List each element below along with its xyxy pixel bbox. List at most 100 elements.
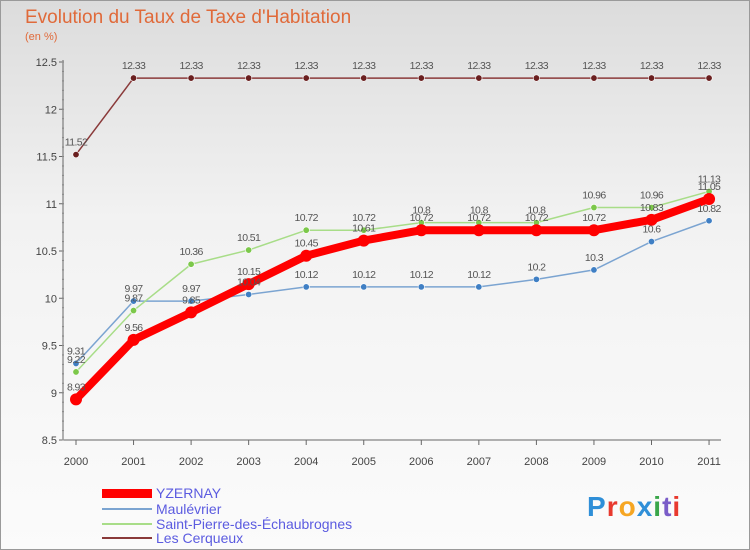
logo-letter: o [618,491,637,522]
data-label: 10.3 [585,252,604,264]
data-label: 10.96 [640,190,664,202]
data-label: 12.33 [295,60,319,72]
logo-letter: t [662,491,673,522]
data-label: 10.96 [582,190,606,202]
data-label: 10.12 [467,269,491,281]
data-point-1 [475,283,483,291]
data-label: 10.8 [412,205,431,217]
y-tick-label: 11 [46,199,57,211]
legend-label: Maulévrier [156,501,222,517]
data-point-1 [417,283,425,291]
data-point-3 [532,74,540,82]
data-point-3 [245,74,253,82]
data-point-3 [130,74,138,82]
data-label: 12.33 [237,60,261,72]
data-point-3 [590,74,598,82]
x-tick-label: 2009 [582,456,606,468]
data-point-2 [130,307,138,315]
data-point-2 [647,204,655,212]
data-point-3 [302,74,310,82]
legend-swatch [102,488,152,498]
data-point-1 [532,275,540,283]
data-label: 9.97 [182,283,201,295]
data-label: 10.8 [470,205,489,217]
data-label: 12.33 [582,60,606,72]
data-label: 10.12 [352,269,376,281]
data-point-1 [705,217,713,225]
x-tick-label: 2011 [697,456,721,468]
data-label: 12.33 [640,60,664,72]
data-label: 12.33 [410,60,434,72]
x-tick-label: 2006 [409,456,433,468]
data-label: 10.72 [352,212,376,224]
logo-letter: i [672,491,682,522]
chart-title: Evolution du Taux de Taxe d'Habitation [25,7,352,28]
data-label: 8.93 [67,381,86,393]
y-tick-label: 12 [45,104,57,116]
y-tick-label: 12.5 [36,57,57,69]
data-label: 9.85 [182,294,201,306]
data-point-2 [187,260,195,268]
series-line-2 [75,190,710,373]
logo-letter: r [606,491,619,522]
data-point-0 [357,234,370,247]
proxiti-logo: Proxiti [587,491,681,523]
legend-swatch [102,523,152,525]
x-tick-label: 2000 [64,456,88,468]
x-tick-label: 2005 [352,456,376,468]
data-label: 12.33 [352,60,376,72]
data-label: 9.31 [67,345,86,357]
data-label: 12.33 [179,60,203,72]
data-label: 10.8 [527,205,546,217]
data-point-0 [472,224,485,237]
series-line-3 [75,77,710,156]
data-point-2 [245,246,253,254]
data-point-3 [187,74,195,82]
data-point-0 [127,333,140,346]
y-tick-label: 9 [51,388,57,400]
data-point-1 [302,283,310,291]
data-label: 10.72 [467,212,491,224]
data-label: 10.61 [352,223,376,235]
y-tick-label: 10 [45,293,57,305]
y-tick-label: 10.5 [36,246,57,258]
data-label: 9.87 [125,293,144,305]
data-point-0 [242,278,255,291]
data-point-3 [72,151,80,159]
data-label: 10.72 [525,212,549,224]
data-label: 10.12 [410,269,434,281]
x-tick-label: 2004 [294,456,318,468]
logo-letter: P [587,491,607,522]
data-label: 10.72 [582,212,606,224]
data-label: 10.83 [640,202,664,214]
data-label: 10.72 [410,212,434,224]
data-point-1 [72,359,80,367]
data-label: 12.33 [697,60,721,72]
data-label: 9.22 [67,354,86,366]
data-label: 10.2 [527,261,546,273]
data-point-0 [185,306,198,319]
series-line-1 [75,220,710,365]
data-point-3 [475,74,483,82]
data-point-0 [703,193,716,206]
data-point-0 [300,249,313,262]
legend-item-les-cerqueux: Les Cerqueux [102,530,243,546]
legend-swatch [102,537,152,539]
legend-item-yzernay: YZERNAY [102,485,221,501]
chart-subtitle: (en %) [25,31,58,43]
data-point-0 [530,224,543,237]
data-point-0 [645,213,658,226]
data-label: 9.56 [125,322,144,334]
data-label: 11.13 [698,173,721,185]
legend-swatch [102,508,152,510]
data-point-3 [360,74,368,82]
x-tick-label: 2010 [639,456,663,468]
data-label: 10.04 [237,276,261,288]
data-label: 10.15 [237,266,261,278]
data-point-2 [72,368,80,376]
x-tick-label: 2008 [524,456,548,468]
data-label: 12.33 [467,60,491,72]
data-label: 10.51 [237,232,261,244]
data-label: 10.82 [697,203,721,215]
y-tick-label: 8.5 [42,435,57,447]
